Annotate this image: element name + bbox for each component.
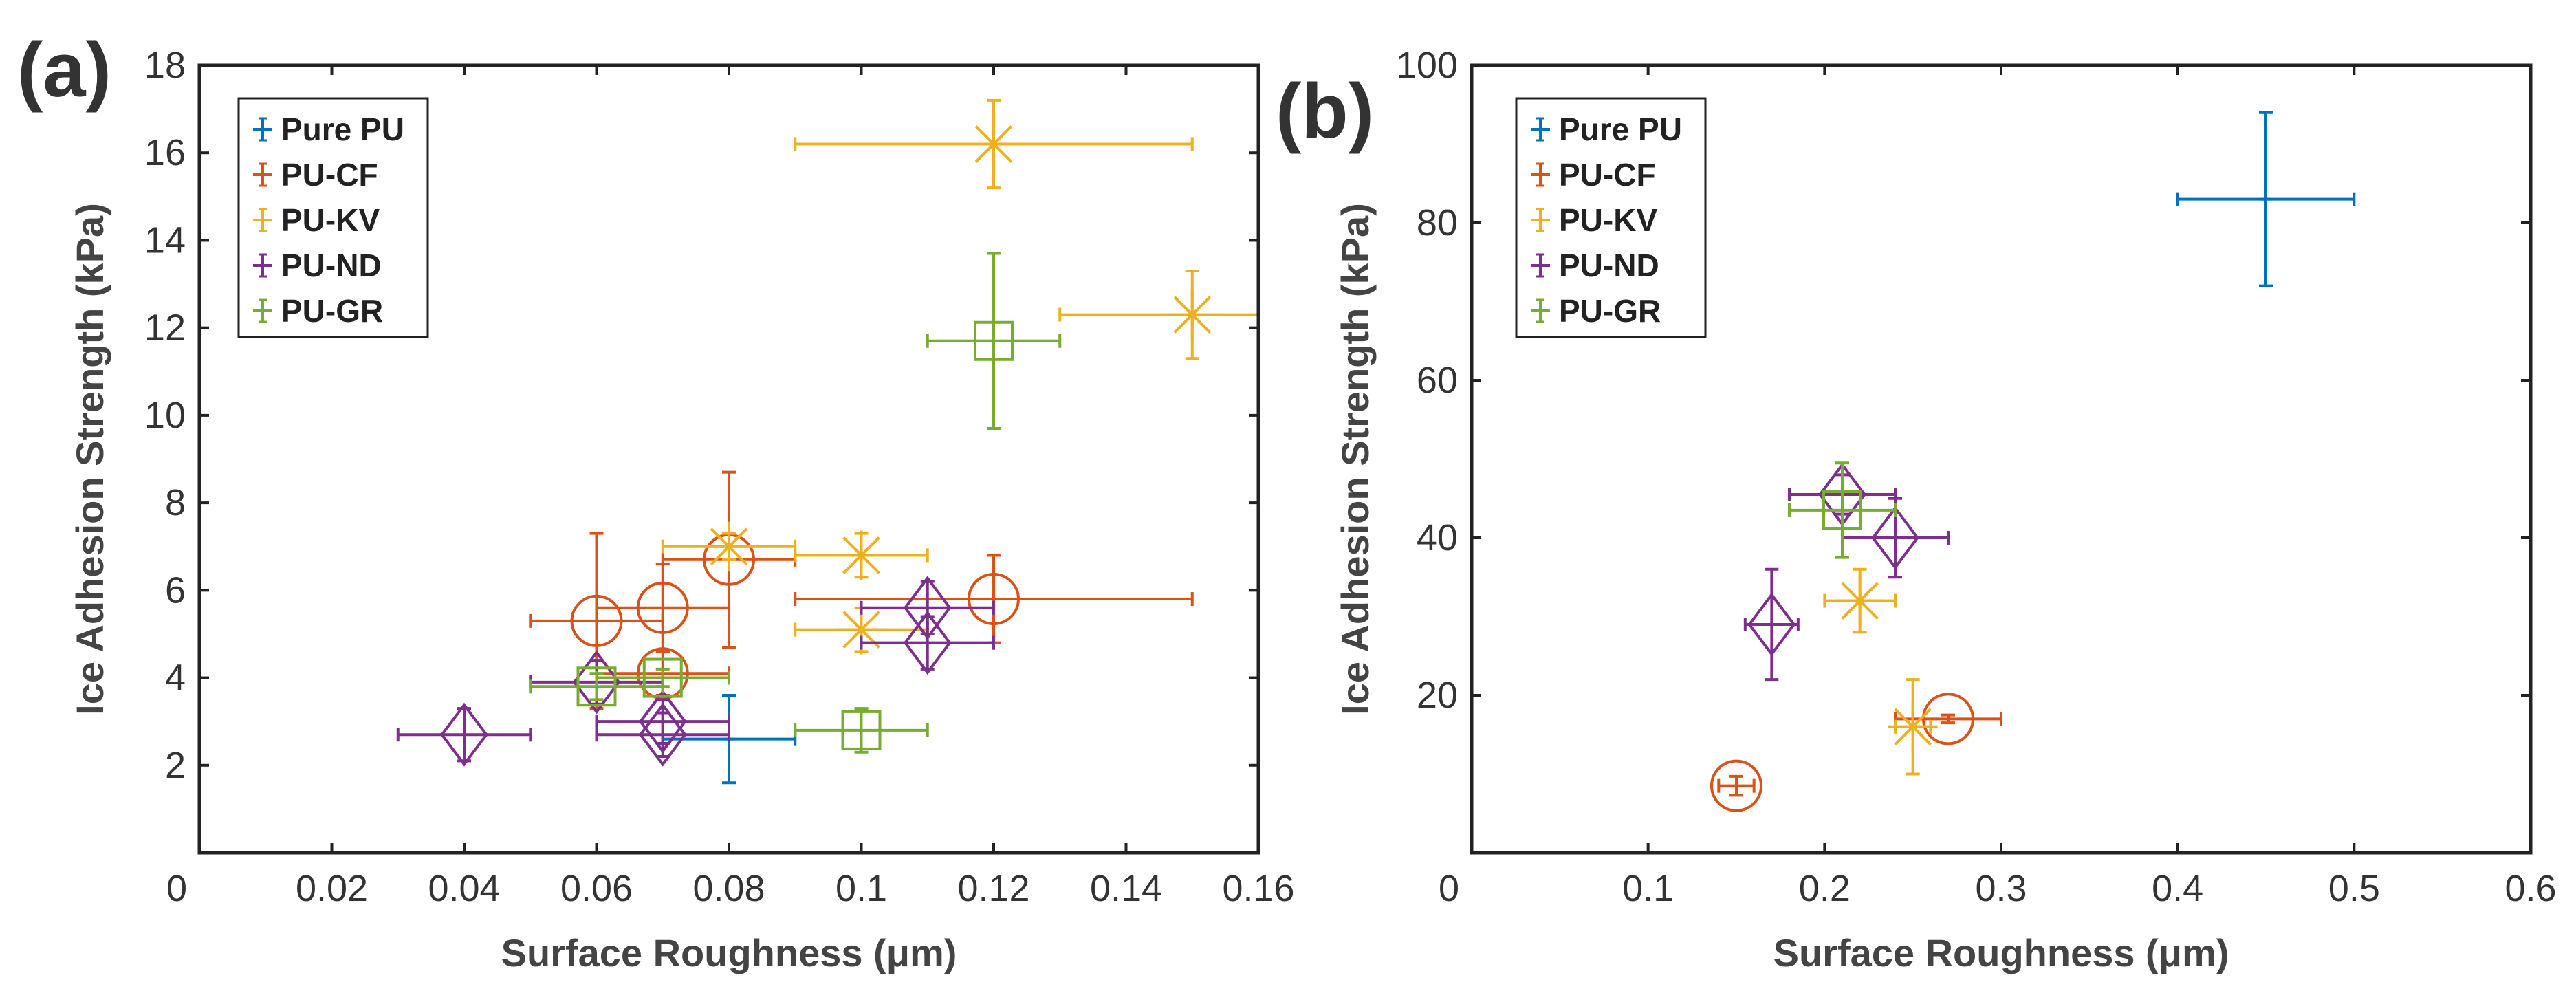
series-pu-nd xyxy=(396,576,995,767)
x-tick-label: 0.6 xyxy=(2504,868,2556,909)
data-point xyxy=(572,650,621,715)
legend-entry: PU-KV xyxy=(1559,202,1657,238)
data-point xyxy=(969,119,1018,169)
x-tick-label: 0.14 xyxy=(1090,868,1162,909)
x-tick-label: 0 xyxy=(166,868,187,909)
legend-entry: Pure PU xyxy=(281,111,404,147)
data-point xyxy=(642,657,683,698)
x-tick-label: 0.16 xyxy=(1222,868,1294,909)
legend-box xyxy=(1515,97,1707,338)
data-point xyxy=(1822,490,1862,530)
x-tick-label: 0.02 xyxy=(296,868,368,909)
data-point xyxy=(570,594,623,647)
data-point xyxy=(636,647,689,700)
data-point xyxy=(1710,759,1762,812)
data-point xyxy=(974,320,1014,361)
data-point xyxy=(1888,701,1938,752)
series-pu-gr xyxy=(1788,461,1897,559)
x-tick-label: 0.04 xyxy=(428,868,500,909)
chart-panel-a: (a) 0 0.02 0.04 0.06 0.08 0.1 0.12 0.14 0.16 2 4 6 8 1… xyxy=(17,27,1295,974)
series-pu-kv xyxy=(1823,567,1938,776)
x-tick-label: 0.3 xyxy=(1975,868,2027,909)
x-tick-label: 0 xyxy=(1439,868,1459,909)
y-tick-label: 12 xyxy=(144,307,186,349)
series-pu-gr xyxy=(529,252,1062,754)
data-point xyxy=(1871,505,1919,570)
legend: Pure PU PU-CF PU-KV PU-ND PU-GR xyxy=(1515,97,1707,338)
y-axis-label: Ice Adhesion Strength (kPa) xyxy=(68,203,111,715)
y-tick-label: 16 xyxy=(144,132,186,173)
data-point xyxy=(836,530,886,580)
x-tick-label: 0.1 xyxy=(1622,868,1674,909)
series-pu-cf xyxy=(1710,693,2002,812)
series-pu-kv xyxy=(661,98,1258,655)
chart-panel-b: (b) 0 0.1 0.2 0.3 0.4 0.5 0.6 20 40 60 80 100 Surface… xyxy=(1276,45,2557,974)
x-tick-label: 0.5 xyxy=(2328,868,2380,909)
x-tick-label: 0.06 xyxy=(560,868,633,909)
series-pu-nd xyxy=(1743,462,1950,682)
x-tick-label: 0.4 xyxy=(2152,868,2203,909)
data-point xyxy=(836,605,886,655)
legend-entry: PU-GR xyxy=(281,293,383,329)
data-point xyxy=(2260,193,2271,205)
data-point xyxy=(968,573,1020,626)
legend-entry: PU-CF xyxy=(1559,157,1656,193)
legend-entry: PU-ND xyxy=(1559,248,1659,283)
legend-entry: PU-ND xyxy=(281,248,382,283)
x-tick-label: 0.08 xyxy=(692,868,765,909)
y-tick-label: 6 xyxy=(165,569,186,611)
panel-label: (a) xyxy=(17,27,111,113)
data-point xyxy=(704,521,754,571)
data-point xyxy=(1922,693,1974,745)
x-tick-label: 0.1 xyxy=(836,868,887,909)
x-tick-label: 0.2 xyxy=(1799,868,1851,909)
data-point xyxy=(440,702,488,767)
data-point xyxy=(1167,290,1217,340)
y-tick-label: 60 xyxy=(1417,360,1458,401)
data-point xyxy=(1835,576,1885,626)
y-tick-label: 80 xyxy=(1417,202,1458,243)
data-point xyxy=(1747,592,1796,657)
x-axis-label: Surface Roughness (μm) xyxy=(501,931,957,974)
legend-entry: PU-CF xyxy=(281,157,378,193)
y-tick-label: 10 xyxy=(144,395,186,436)
x-tick-label: 0.12 xyxy=(957,868,1029,909)
legend: Pure PU PU-CF PU-KV PU-ND PU-GR xyxy=(237,97,429,338)
y-tick-label: 18 xyxy=(144,45,186,86)
legend-entry: PU-KV xyxy=(281,202,380,238)
y-tick-label: 4 xyxy=(165,657,186,699)
series-pure-pu xyxy=(2176,111,2356,287)
panel-label: (b) xyxy=(1276,68,1374,154)
data-layer xyxy=(396,98,1258,785)
legend-entry: Pure PU xyxy=(1559,111,1682,147)
data-point xyxy=(636,581,689,634)
y-tick-label: 100 xyxy=(1396,45,1458,86)
data-point xyxy=(841,710,882,750)
y-axis-label: Ice Adhesion Strength (kPa) xyxy=(1333,203,1377,715)
y-tick-label: 2 xyxy=(165,745,186,786)
y-tick-label: 8 xyxy=(165,482,186,523)
y-tick-label: 40 xyxy=(1417,517,1458,558)
data-point xyxy=(576,666,617,707)
data-point xyxy=(638,702,687,767)
y-tick-label: 20 xyxy=(1417,675,1458,716)
series-pu-cf xyxy=(529,470,1194,710)
legend-box xyxy=(237,97,429,338)
x-axis-label: Surface Roughness (μm) xyxy=(1773,931,2229,974)
y-tick-label: 14 xyxy=(144,219,186,261)
data-point xyxy=(903,611,952,675)
legend-entry: PU-GR xyxy=(1559,293,1661,329)
data-layer xyxy=(1710,111,2356,812)
